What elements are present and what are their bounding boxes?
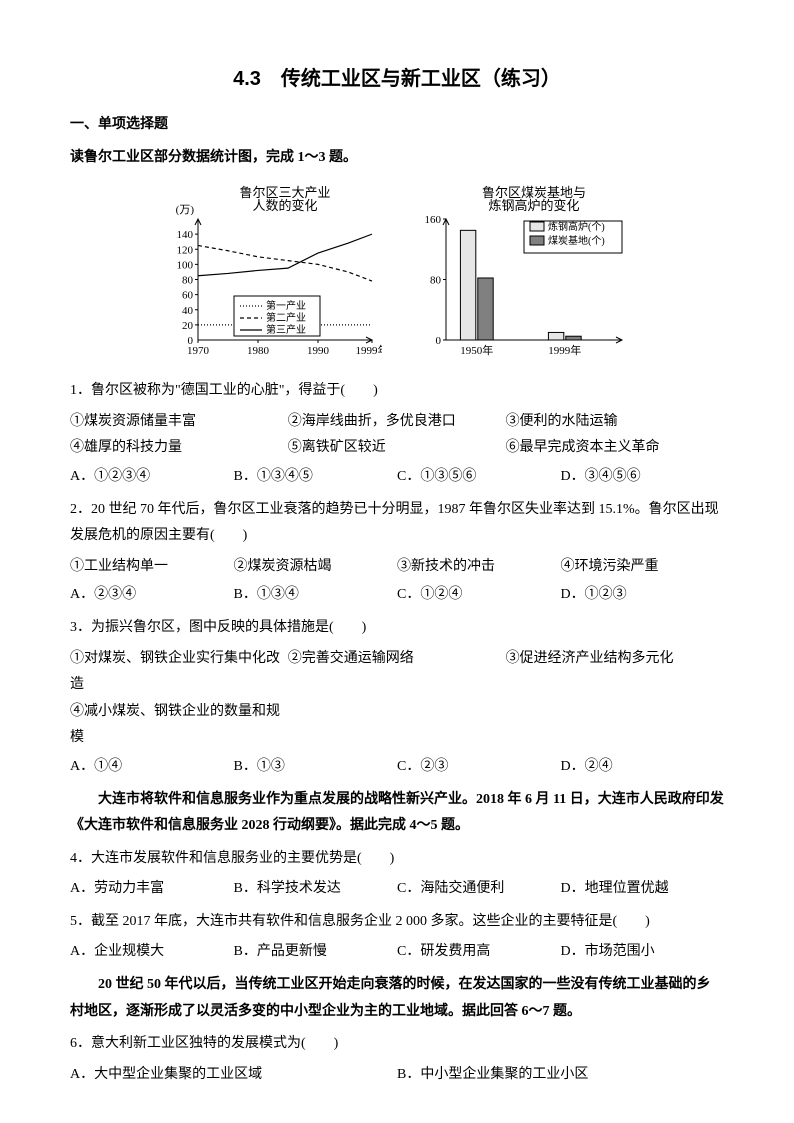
q2-opt-a: A．②③④ xyxy=(70,582,234,609)
q3-opt-b: B．①③ xyxy=(234,754,398,781)
q6-stem: 6．意大利新工业区独特的发展模式为( ) xyxy=(70,1031,724,1058)
q1-cond: ⑥最早完成资本主义革命 xyxy=(506,435,724,462)
svg-text:1999年: 1999年 xyxy=(356,343,383,357)
svg-text:60: 60 xyxy=(182,290,194,302)
q1-opt-c: C．①③⑤⑥ xyxy=(397,464,561,491)
q3-opt-a: A．①④ xyxy=(70,754,234,781)
q2-stem: 2．20 世纪 70 年代后，鲁尔区工业衰落的趋势已十分明显，1987 年鲁尔区… xyxy=(70,497,724,550)
q3-cond: ③促进经济产业结构多元化 xyxy=(506,646,724,699)
q3-opts: A．①④ B．①③ C．②③ D．②④ xyxy=(70,754,724,781)
q4-opt-a: A．劳动力丰富 xyxy=(70,876,234,903)
svg-text:40: 40 xyxy=(182,305,194,317)
q2-cond: ②煤炭资源枯竭 xyxy=(234,554,398,581)
svg-text:第一产业: 第一产业 xyxy=(266,299,306,312)
svg-text:140: 140 xyxy=(177,229,194,241)
q1-cond: ④雄厚的科技力量 xyxy=(70,435,288,462)
q3-cond: ①对煤炭、钢铁企业实行集中化改造 xyxy=(70,646,288,699)
svg-text:120: 120 xyxy=(177,244,194,256)
chart-line: 鲁尔区三大产业人数的变化(万)2040608010012014001970198… xyxy=(162,185,382,360)
q1-opt-b: B．①③④⑤ xyxy=(234,464,398,491)
q2-opt-d: D．①②③ xyxy=(561,582,725,609)
svg-text:(万): (万) xyxy=(176,204,195,216)
svg-text:1990: 1990 xyxy=(307,345,330,357)
chart-bar: 鲁尔区煤炭基地与炼钢高炉的变化0801601950年1999年炼钢高炉(个)煤炭… xyxy=(412,185,632,360)
svg-text:80: 80 xyxy=(182,275,194,287)
q4-opt-b: B．科学技术发达 xyxy=(234,876,398,903)
q1-conds: ①煤炭资源储量丰富 ②海岸线曲折，多优良港口 ③便利的水陆运输 ④雄厚的科技力量… xyxy=(70,409,724,462)
q5-stem: 5．截至 2017 年底，大连市共有软件和信息服务企业 2 000 多家。这些企… xyxy=(70,909,724,936)
q6-opts: A．大中型企业集聚的工业区域 B．中小型企业集聚的工业小区 xyxy=(70,1062,724,1089)
q5-opts: A．企业规模大 B．产品更新慢 C．研发费用高 D．市场范围小 xyxy=(70,939,724,966)
svg-text:第二产业: 第二产业 xyxy=(266,311,306,324)
page-title: 4.3 传统工业区与新工业区（练习） xyxy=(70,60,724,98)
svg-text:人数的变化: 人数的变化 xyxy=(252,198,317,213)
svg-text:80: 80 xyxy=(430,275,442,287)
svg-text:100: 100 xyxy=(177,260,194,272)
svg-text:1970: 1970 xyxy=(187,345,210,357)
q5-opt-b: B．产品更新慢 xyxy=(234,939,398,966)
q6-opt-a: A．大中型企业集聚的工业区域 xyxy=(70,1062,397,1089)
svg-text:1980: 1980 xyxy=(247,345,270,357)
q1-cond: ⑤离铁矿区较近 xyxy=(288,435,506,462)
section-heading: 一、单项选择题 xyxy=(70,112,724,139)
q3-opt-d: D．②④ xyxy=(561,754,725,781)
chart-row: 鲁尔区三大产业人数的变化(万)2040608010012014001970198… xyxy=(70,185,724,360)
svg-text:第三产业: 第三产业 xyxy=(266,323,306,336)
svg-text:160: 160 xyxy=(425,214,442,226)
q1-stem: 1．鲁尔区被称为"德国工业的心脏"，得益于( ) xyxy=(70,378,724,405)
svg-text:炼钢高炉的变化: 炼钢高炉的变化 xyxy=(488,198,579,213)
q4-stem: 4．大连市发展软件和信息服务业的主要优势是( ) xyxy=(70,846,724,873)
q1-cond: ①煤炭资源储量丰富 xyxy=(70,409,288,436)
q4-opts: A．劳动力丰富 B．科学技术发达 C．海陆交通便利 D．地理位置优越 xyxy=(70,876,724,903)
q1-cond: ③便利的水陆运输 xyxy=(506,409,724,436)
q1-opt-d: D．③④⑤⑥ xyxy=(561,464,725,491)
q1-opts: A．①②③④ B．①③④⑤ C．①③⑤⑥ D．③④⑤⑥ xyxy=(70,464,724,491)
q1-cond: ②海岸线曲折，多优良港口 xyxy=(288,409,506,436)
intro-1: 读鲁尔工业区部分数据统计图，完成 1～3 题。 xyxy=(70,145,724,172)
q2-opt-c: C．①②④ xyxy=(397,582,561,609)
q5-opt-d: D．市场范围小 xyxy=(561,939,725,966)
q5-opt-c: C．研发费用高 xyxy=(397,939,561,966)
intro-3: 20 世纪 50 年代以后，当传统工业区开始走向衰落的时候，在发达国家的一些没有… xyxy=(70,972,724,1025)
q4-opt-c: C．海陆交通便利 xyxy=(397,876,561,903)
svg-text:煤炭基地(个): 煤炭基地(个) xyxy=(548,234,605,247)
svg-text:1999年: 1999年 xyxy=(548,343,581,357)
q2-conds: ①工业结构单一 ②煤炭资源枯竭 ③新技术的冲击 ④环境污染严重 xyxy=(70,554,724,581)
intro-2: 大连市将软件和信息服务业作为重点发展的战略性新兴产业。2018 年 6 月 11… xyxy=(70,787,724,840)
q2-cond: ①工业结构单一 xyxy=(70,554,234,581)
q3-cond: ②完善交通运输网络 xyxy=(288,646,506,699)
q3-stem: 3．为振兴鲁尔区，图中反映的具体措施是( ) xyxy=(70,615,724,642)
q2-opts: A．②③④ B．①③④ C．①②④ D．①②③ xyxy=(70,582,724,609)
svg-text:0: 0 xyxy=(436,335,442,347)
q6-opt-b: B．中小型企业集聚的工业小区 xyxy=(397,1062,724,1089)
q5-opt-a: A．企业规模大 xyxy=(70,939,234,966)
q2-cond: ③新技术的冲击 xyxy=(397,554,561,581)
q3-cond: ④减小煤炭、钢铁企业的数量和规模 xyxy=(70,699,288,752)
svg-text:炼钢高炉(个): 炼钢高炉(个) xyxy=(548,220,605,233)
q3-opt-c: C．②③ xyxy=(397,754,561,781)
svg-text:20: 20 xyxy=(182,320,194,332)
q3-conds: ①对煤炭、钢铁企业实行集中化改造 ②完善交通运输网络 ③促进经济产业结构多元化 … xyxy=(70,646,724,752)
q2-cond: ④环境污染严重 xyxy=(561,554,725,581)
q2-opt-b: B．①③④ xyxy=(234,582,398,609)
svg-text:1950年: 1950年 xyxy=(460,343,493,357)
q4-opt-d: D．地理位置优越 xyxy=(561,876,725,903)
q1-opt-a: A．①②③④ xyxy=(70,464,234,491)
